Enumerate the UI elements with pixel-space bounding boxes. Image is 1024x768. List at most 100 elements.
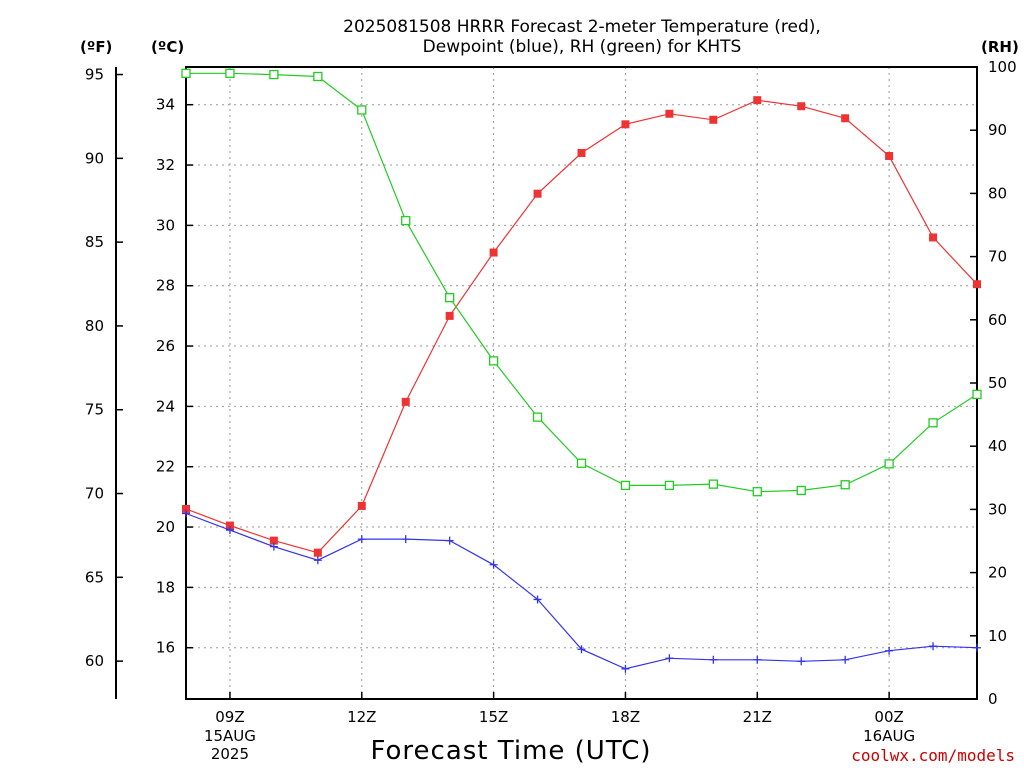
dewpoint-point xyxy=(401,535,410,544)
rh-point xyxy=(884,459,894,469)
celsius-tick-label: 26 xyxy=(156,337,175,355)
dewpoint-point xyxy=(357,535,366,544)
dewpoint-point xyxy=(709,655,718,664)
rh-tick-label: 0 xyxy=(988,690,998,708)
fahrenheit-tick-label: 80 xyxy=(85,317,104,335)
rh-point xyxy=(576,458,587,468)
date-label: 2025 xyxy=(211,745,249,763)
rh-point xyxy=(225,68,235,78)
temperature-point xyxy=(357,501,366,510)
fahrenheit-tick-label: 75 xyxy=(85,401,104,419)
series xyxy=(181,68,982,673)
dewpoint-point xyxy=(665,654,674,663)
rh-point xyxy=(532,412,543,422)
rh-tick-label: 50 xyxy=(988,374,1007,392)
temperature-point xyxy=(489,248,498,257)
dewpoint-point xyxy=(753,655,762,664)
dewpoint-point xyxy=(445,536,454,545)
dewpoint-point xyxy=(225,526,234,535)
rh-tick-label: 10 xyxy=(988,627,1007,645)
celsius-tick-label: 24 xyxy=(156,397,175,415)
dewpoint-point xyxy=(269,542,278,551)
celsius-tick-label: 18 xyxy=(156,578,175,596)
rh-point xyxy=(313,71,323,82)
dewpoint-point xyxy=(621,664,630,673)
time-tick-label: 21Z xyxy=(743,708,772,726)
rh-point xyxy=(357,105,367,115)
temperature-point xyxy=(929,233,938,242)
time-tick-label: 00Z xyxy=(874,708,903,726)
celsius-tick-label: 28 xyxy=(156,277,175,295)
rh-point xyxy=(488,356,499,366)
x-axis-label: Forecast Time (UTC) xyxy=(370,736,651,766)
dewpoint-point xyxy=(313,556,322,565)
fahrenheit-tick-label: 95 xyxy=(85,66,104,84)
chart-title-line-1: 2025081508 HRRR Forecast 2-meter Tempera… xyxy=(343,17,821,37)
dewpoint-point xyxy=(489,560,498,569)
rh-point xyxy=(181,68,191,78)
celsius-tick-label: 20 xyxy=(156,518,175,536)
temperature-point xyxy=(182,504,190,513)
date-label: 15AUG xyxy=(204,727,256,745)
dewpoint-point xyxy=(533,595,542,604)
rh-point xyxy=(269,69,279,80)
temperature-point xyxy=(753,96,762,105)
temperature-point xyxy=(269,536,278,545)
temperature-point xyxy=(621,120,630,129)
chart-title-line-2: Dewpoint (blue), RH (green) for KHTS xyxy=(422,37,742,57)
rh-tick-label: 30 xyxy=(988,500,1007,518)
rh-unit-label: (RH) xyxy=(981,38,1019,56)
fahrenheit-tick-label: 85 xyxy=(85,233,104,251)
celsius-tick-label: 34 xyxy=(156,96,175,114)
temperature-line xyxy=(185,99,978,554)
fahrenheit-tick-label: 70 xyxy=(85,485,104,503)
temperature-point xyxy=(577,148,586,157)
temperature-point xyxy=(841,114,850,123)
dewpoint-point xyxy=(797,657,806,666)
rh-point xyxy=(796,485,806,496)
fahrenheit-tick-label: 65 xyxy=(85,568,104,586)
dewpoint-point xyxy=(182,509,190,518)
credit-link[interactable]: coolwx.com/models xyxy=(851,746,1015,765)
rh-point xyxy=(664,480,675,491)
dewpoint-point xyxy=(929,642,938,651)
rh-point xyxy=(445,293,455,303)
plot-frame xyxy=(185,66,978,700)
rh-tick-label: 80 xyxy=(988,184,1007,202)
date-label: 16AUG xyxy=(863,727,915,745)
time-tick-label: 12Z xyxy=(347,708,376,726)
dewpoint-point xyxy=(577,645,586,654)
rh-point xyxy=(972,389,982,400)
rh-line xyxy=(186,72,978,493)
temperature-point xyxy=(445,311,454,320)
rh-tick-label: 70 xyxy=(988,248,1007,266)
temperature-point xyxy=(313,548,322,557)
temperature-point xyxy=(401,397,410,406)
temperature-point xyxy=(797,102,806,111)
rh-point xyxy=(708,479,718,489)
rh-tick-label: 40 xyxy=(988,437,1007,455)
dewpoint-point xyxy=(973,643,981,652)
axes: 16 18 20 22 24 26 28 30 32 34 60 65 70 75 80 85 90 95 0 10 2… xyxy=(85,58,1017,763)
rh-tick-label: 20 xyxy=(988,564,1007,582)
temperature-point xyxy=(665,109,674,118)
grid xyxy=(186,67,977,699)
fahrenheit-tick-label: 90 xyxy=(85,149,104,167)
rh-point xyxy=(620,480,631,491)
celsius-tick-label: 16 xyxy=(156,639,175,657)
time-tick-label: 18Z xyxy=(611,708,640,726)
celsius-tick-label: 30 xyxy=(156,216,175,234)
celsius-unit-label: (ºC) xyxy=(151,38,184,56)
rh-point xyxy=(928,418,938,428)
celsius-tick-label: 32 xyxy=(156,156,175,174)
rh-point xyxy=(752,487,762,497)
rh-point xyxy=(840,480,850,490)
celsius-tick-label: 22 xyxy=(156,458,175,476)
dewpoint-point xyxy=(841,655,850,664)
temperature-point xyxy=(709,115,718,124)
rh-point xyxy=(401,215,411,226)
rh-tick-label: 100 xyxy=(988,58,1017,76)
fahrenheit-unit-label: (ºF) xyxy=(80,38,112,56)
fahrenheit-tick-label: 60 xyxy=(85,652,104,670)
temperature-point xyxy=(885,151,894,160)
